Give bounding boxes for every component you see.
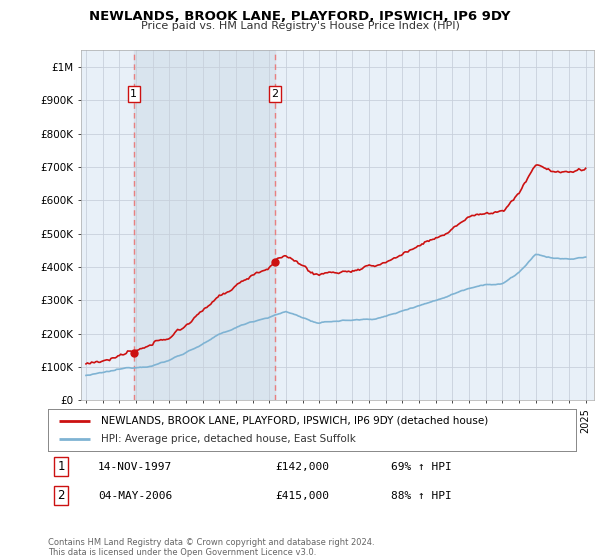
Text: 04-MAY-2006: 04-MAY-2006 [98, 491, 172, 501]
Text: 14-NOV-1997: 14-NOV-1997 [98, 461, 172, 472]
Text: Contains HM Land Registry data © Crown copyright and database right 2024.
This d: Contains HM Land Registry data © Crown c… [48, 538, 374, 557]
Text: 88% ↑ HPI: 88% ↑ HPI [391, 491, 452, 501]
Text: 2: 2 [271, 88, 278, 99]
Text: Price paid vs. HM Land Registry's House Price Index (HPI): Price paid vs. HM Land Registry's House … [140, 21, 460, 31]
Text: NEWLANDS, BROOK LANE, PLAYFORD, IPSWICH, IP6 9DY: NEWLANDS, BROOK LANE, PLAYFORD, IPSWICH,… [89, 10, 511, 23]
Text: NEWLANDS, BROOK LANE, PLAYFORD, IPSWICH, IP6 9DY (detached house): NEWLANDS, BROOK LANE, PLAYFORD, IPSWICH,… [101, 416, 488, 426]
Text: HPI: Average price, detached house, East Suffolk: HPI: Average price, detached house, East… [101, 434, 356, 444]
Text: £415,000: £415,000 [275, 491, 329, 501]
Text: 1: 1 [130, 88, 137, 99]
Text: 1: 1 [58, 460, 65, 473]
Text: £142,000: £142,000 [275, 461, 329, 472]
Text: 69% ↑ HPI: 69% ↑ HPI [391, 461, 452, 472]
Bar [134, 50, 275, 400]
Text: 2: 2 [58, 489, 65, 502]
